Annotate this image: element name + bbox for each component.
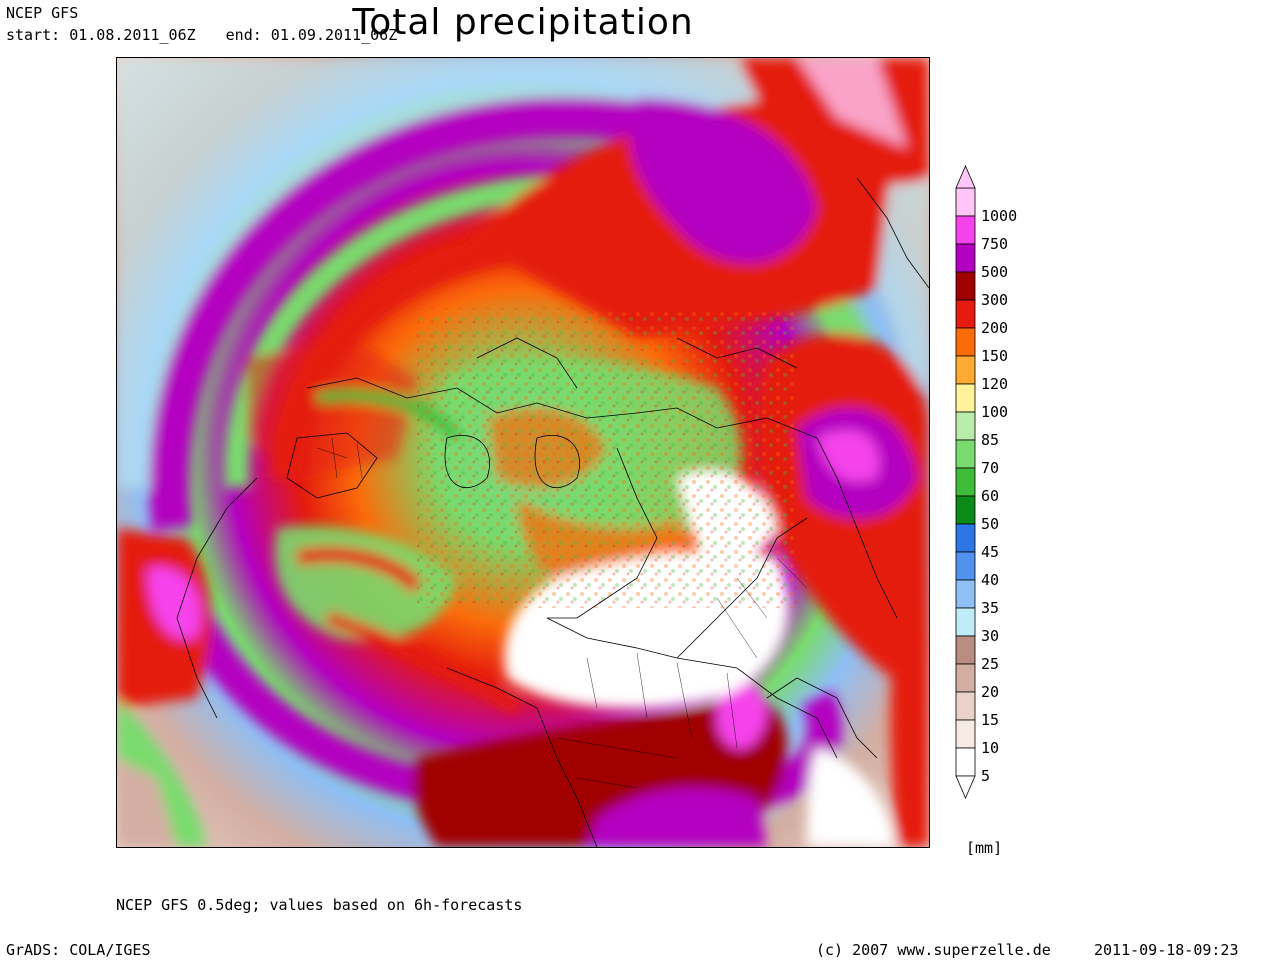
country-borders [316, 437, 808, 789]
colorbar-label: 35 [981, 599, 1000, 617]
colorbar-label: 1000 [981, 207, 1018, 225]
colorbar [955, 164, 976, 800]
colorbar-label: 25 [981, 655, 1000, 673]
colorbar-swatch [955, 215, 976, 245]
colorbar-swatch [955, 523, 976, 553]
colorbar-swatch [955, 467, 976, 497]
colorbar-label: 300 [981, 291, 1009, 309]
colorbar-label: 85 [981, 431, 1000, 449]
colorbar-swatch [955, 327, 976, 357]
timestamp: 2011-09-18-09:23 [1094, 941, 1239, 959]
colorbar-swatch [955, 439, 976, 469]
colorbar-label: 150 [981, 347, 1009, 365]
colorbar-swatch [955, 719, 976, 749]
colorbar-label: 120 [981, 375, 1009, 393]
precipitation-map [116, 57, 930, 848]
colorbar-label: 50 [981, 515, 1000, 533]
colorbar-swatch [955, 187, 976, 217]
colorbar-swatch [955, 747, 976, 777]
colorbar-label: 70 [981, 459, 1000, 477]
colorbar-label: 45 [981, 543, 1000, 561]
start-date: start: 01.08.2011_06Z [6, 26, 196, 44]
colorbar-swatch [955, 243, 976, 273]
colorbar-swatch [955, 299, 976, 329]
colorbar-label: 40 [981, 571, 1000, 589]
colorbar-swatch [955, 355, 976, 385]
colorbar-swatch [955, 411, 976, 441]
map-canvas [117, 58, 929, 847]
colorbar-swatch [955, 663, 976, 693]
copyright-text: (c) 2007 www.superzelle.de [816, 941, 1051, 959]
colorbar-swatch [955, 383, 976, 413]
colorbar-swatch [955, 691, 976, 721]
colorbar-swatch [955, 607, 976, 637]
software-credit: GrADS: COLA/IGES [6, 941, 151, 959]
colorbar-label: 30 [981, 627, 1000, 645]
colorbar-label: 10 [981, 739, 1000, 757]
colorbar-label: 100 [981, 403, 1009, 421]
colorbar-swatch [955, 271, 976, 301]
model-label: NCEP GFS [6, 4, 79, 22]
colorbar-label: 5 [981, 767, 991, 785]
colorbar-label: 20 [981, 683, 1000, 701]
colorbar-swatch [955, 635, 976, 665]
map-title: Total precipitation [352, 2, 694, 43]
precip-texture [417, 308, 797, 608]
colorbar-label: 200 [981, 319, 1009, 337]
date-range: start: 01.08.2011_06Z end: 01.09.2011_06Z [6, 26, 397, 44]
colorbar-bottom-arrow [955, 775, 976, 800]
colorbar-label: 750 [981, 235, 1009, 253]
colorbar-label: 15 [981, 711, 1000, 729]
colorbar-top-arrow [955, 164, 976, 189]
end-date: end: 01.09.2011_06Z [225, 26, 398, 44]
colorbar-swatch [955, 495, 976, 525]
colorbar-label: 500 [981, 263, 1009, 281]
colorbar-unit: [mm] [966, 839, 1003, 857]
data-note: NCEP GFS 0.5deg; values based on 6h-fore… [116, 896, 523, 914]
colorbar-swatch [955, 551, 976, 581]
coastlines [176, 177, 929, 847]
colorbar-label: 60 [981, 487, 1000, 505]
colorbar-swatch [955, 579, 976, 609]
